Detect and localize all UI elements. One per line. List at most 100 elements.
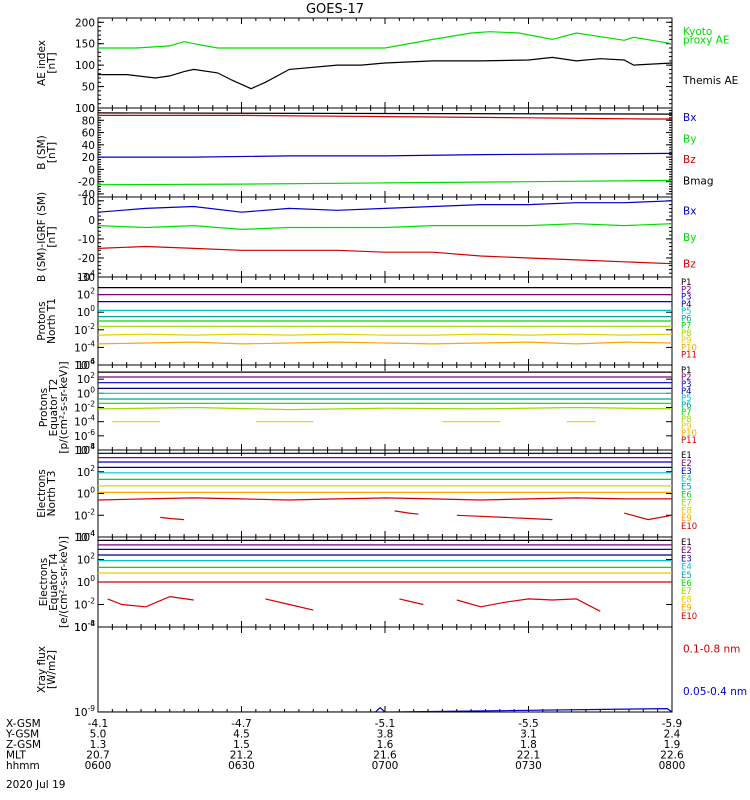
- legend-entry: P2: [681, 285, 692, 295]
- y-tick-label: 102: [77, 287, 95, 302]
- legend-entry: E9: [681, 514, 692, 524]
- series-line-e9: [98, 497, 672, 501]
- legend-entry: Bz: [683, 154, 696, 166]
- series-line-bx: [98, 152, 672, 158]
- legend-entry: By: [683, 232, 696, 244]
- x-axis-row-label: Y-GSM: [5, 729, 39, 741]
- series-line-bz: [98, 245, 672, 265]
- y-axis-title: [p/(cm²-s-sr-keV)]: [58, 361, 70, 453]
- y-axis-title: North T1: [46, 298, 58, 344]
- y-axis-title: Equator T4: [48, 553, 60, 611]
- legend-entry: P10: [681, 343, 697, 353]
- y-tick-label: 0: [88, 164, 95, 176]
- y-tick-label: 10-2: [74, 507, 95, 522]
- y-tick-label: 104: [77, 269, 95, 284]
- legend-entry: E2: [681, 546, 692, 556]
- x-axis-value: 4.5: [233, 729, 250, 741]
- legend-entry: E8: [681, 506, 692, 516]
- y-tick-label: 10-8: [74, 442, 95, 457]
- legend-entry: P11: [681, 436, 697, 446]
- legend-entry: E5: [681, 571, 692, 581]
- legend-entry: P6: [681, 401, 692, 411]
- y-tick-label: 100: [77, 304, 95, 319]
- y-tick-label: -30: [78, 272, 95, 284]
- series-line-e10: [265, 598, 314, 611]
- y-tick-label: -20: [78, 177, 95, 189]
- y-tick-label: 100: [75, 60, 95, 72]
- legend-entry: P5: [681, 307, 692, 317]
- series-line-p9: [98, 341, 672, 345]
- legend-entry: P6: [681, 314, 692, 324]
- y-axis-title: Protons: [38, 388, 50, 427]
- y-axis-title: North T3: [46, 471, 58, 517]
- legend-entry: proxy AE: [683, 34, 729, 46]
- y-tick-label: 10-4: [74, 529, 95, 544]
- series-line-e10: [399, 598, 424, 606]
- legend-entry: E10: [681, 522, 697, 532]
- series-line-e10: [394, 510, 419, 515]
- y-tick-label: -20: [78, 253, 95, 265]
- date-label: 2020 Jul 19: [6, 779, 65, 791]
- y-tick-label: 200: [75, 17, 95, 29]
- series-line-e10: [107, 595, 194, 608]
- y-axis-title: B (SM)-IGRF (SM): [36, 192, 48, 282]
- legend-entry: 0.05-0.4 nm: [683, 686, 747, 698]
- panel-xray: 10-9 10-8 Xray flux[W/m2] 0.1-0.8 nm 0.05-0.…: [36, 619, 747, 719]
- legend-entry: E7: [681, 498, 692, 508]
- x-axis-value: 1.8: [520, 739, 537, 751]
- x-axis-value: 3.1: [520, 729, 537, 741]
- x-axis-value: -4.7: [231, 718, 252, 730]
- x-axis-value: 1.5: [233, 739, 250, 751]
- y-tick-label: 10-4: [74, 339, 95, 354]
- series-line-kyoto-proxy-ae: [98, 31, 672, 49]
- y-tick-label: 10-8: [74, 619, 95, 634]
- series-line-0-05-0-4-nm: [98, 706, 672, 712]
- y-axis-title: Equator T2: [48, 379, 60, 437]
- panel-p_equator: 10-810-610-410-2100102104ProtonsEquator …: [38, 357, 697, 457]
- x-axis-value: 5.0: [90, 729, 107, 741]
- legend-entry: Themis AE: [682, 75, 738, 87]
- y-tick-label: 100: [75, 103, 95, 115]
- x-axis-row-label: MLT: [6, 750, 26, 762]
- y-axis-title: B (SM): [36, 135, 48, 169]
- y-tick-label: 10-2: [74, 322, 95, 337]
- y-axis-title: Electrons: [38, 558, 50, 607]
- panel-frame: [97, 449, 673, 538]
- y-axis-title: [e/(cm²-s-sr-keV)]: [58, 536, 70, 628]
- legend-entry: E9: [681, 604, 692, 614]
- x-axis-row-label: hhmm: [6, 760, 40, 772]
- legend-entry: P4: [681, 300, 692, 310]
- y-tick-label: 150: [75, 39, 95, 51]
- panel-bdiff: -30 -20 -10 0 10 B (SM)-IGRF (SM)[nT] Bx By Bz: [36, 192, 696, 284]
- x-axis-value: 22.1: [517, 750, 540, 762]
- legend-entry: By: [683, 134, 696, 146]
- x-axis-value: -4.1: [88, 718, 109, 730]
- y-tick-label: 102: [77, 464, 95, 479]
- x-axis-row-label: X-GSM: [6, 718, 41, 730]
- legend-entry: P3: [681, 380, 692, 390]
- legend-entry: P11: [681, 351, 697, 361]
- plot-title: GOES-17: [306, 2, 364, 17]
- series-line-e10: [456, 598, 601, 612]
- legend-entry: 0.1-0.8 nm: [683, 643, 740, 655]
- legend-entry: E6: [681, 491, 692, 501]
- legend-entry: E8: [681, 595, 692, 605]
- x-axis-value: 21.2: [230, 750, 253, 762]
- legend-entry: P9: [681, 336, 692, 346]
- x-axis-value: -5.5: [518, 718, 539, 730]
- legend-entry: E1: [681, 451, 692, 461]
- series-line-p8: [98, 333, 672, 336]
- legend-entry: P7: [681, 322, 692, 332]
- legend-entry: E3: [681, 554, 692, 564]
- y-tick-label: 40: [82, 140, 95, 152]
- y-tick-label: 80: [82, 115, 95, 127]
- series-line-p8: [98, 406, 672, 411]
- y-tick-label: 0: [88, 215, 95, 227]
- legend-entry: P1: [681, 278, 692, 288]
- y-axis-title: [nT]: [46, 226, 58, 247]
